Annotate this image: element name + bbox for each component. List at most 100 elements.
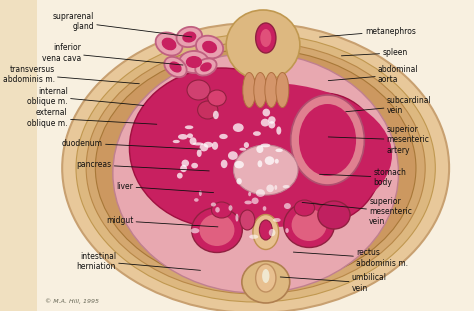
Text: spleen: spleen — [341, 49, 408, 57]
Text: transversus
abdominis m.: transversus abdominis m. — [3, 65, 139, 84]
Text: rectus
abdominis m.: rectus abdominis m. — [293, 248, 408, 268]
Ellipse shape — [179, 51, 209, 73]
Ellipse shape — [276, 72, 289, 108]
Ellipse shape — [62, 23, 449, 311]
Ellipse shape — [176, 27, 202, 47]
Ellipse shape — [187, 80, 210, 100]
Ellipse shape — [259, 220, 272, 240]
Ellipse shape — [180, 165, 187, 172]
Text: pancreas: pancreas — [76, 160, 209, 171]
Ellipse shape — [234, 161, 244, 168]
Ellipse shape — [198, 101, 218, 119]
Ellipse shape — [187, 133, 193, 138]
Ellipse shape — [178, 134, 188, 140]
Ellipse shape — [113, 53, 399, 293]
Ellipse shape — [200, 214, 235, 246]
Ellipse shape — [292, 209, 327, 241]
Text: superior
mesenteric
vein: superior mesenteric vein — [302, 197, 412, 226]
Ellipse shape — [239, 148, 246, 151]
Ellipse shape — [164, 57, 187, 77]
Ellipse shape — [269, 229, 275, 236]
Ellipse shape — [182, 31, 196, 43]
Ellipse shape — [261, 119, 269, 127]
Text: metanephros: metanephros — [319, 27, 416, 37]
Ellipse shape — [202, 41, 217, 53]
Ellipse shape — [299, 104, 356, 176]
Ellipse shape — [185, 125, 193, 129]
Ellipse shape — [208, 90, 226, 106]
Ellipse shape — [275, 149, 283, 152]
Ellipse shape — [245, 201, 252, 204]
Ellipse shape — [212, 142, 218, 150]
Ellipse shape — [199, 190, 202, 196]
Ellipse shape — [273, 218, 281, 222]
Text: duodenum: duodenum — [62, 139, 201, 149]
Ellipse shape — [274, 185, 277, 190]
Ellipse shape — [234, 145, 298, 195]
Ellipse shape — [228, 151, 238, 160]
Ellipse shape — [200, 144, 208, 151]
Ellipse shape — [191, 207, 242, 253]
Ellipse shape — [215, 207, 220, 212]
Ellipse shape — [182, 160, 189, 167]
Ellipse shape — [213, 111, 219, 119]
Text: intestinal
herniation: intestinal herniation — [76, 252, 201, 271]
Ellipse shape — [200, 62, 212, 72]
Ellipse shape — [197, 149, 202, 157]
Ellipse shape — [196, 36, 223, 58]
Ellipse shape — [191, 163, 198, 168]
Ellipse shape — [294, 200, 315, 216]
Ellipse shape — [190, 137, 197, 145]
Text: midgut: midgut — [106, 216, 218, 227]
Ellipse shape — [260, 29, 271, 47]
Text: liver: liver — [117, 182, 214, 193]
Ellipse shape — [237, 178, 242, 184]
Ellipse shape — [177, 173, 182, 179]
Ellipse shape — [236, 214, 238, 222]
Ellipse shape — [76, 34, 435, 302]
Ellipse shape — [284, 202, 335, 248]
Ellipse shape — [265, 72, 278, 108]
Ellipse shape — [248, 192, 251, 196]
Ellipse shape — [284, 203, 291, 209]
Ellipse shape — [285, 228, 289, 233]
Ellipse shape — [268, 116, 275, 124]
Ellipse shape — [263, 93, 383, 223]
Ellipse shape — [266, 184, 274, 192]
Ellipse shape — [252, 197, 259, 204]
Ellipse shape — [244, 142, 249, 148]
Ellipse shape — [226, 10, 300, 80]
Ellipse shape — [95, 49, 416, 287]
Ellipse shape — [134, 82, 392, 228]
Ellipse shape — [256, 189, 265, 197]
Ellipse shape — [193, 142, 203, 146]
Ellipse shape — [211, 202, 216, 207]
Ellipse shape — [173, 140, 180, 143]
Ellipse shape — [291, 95, 365, 185]
Ellipse shape — [129, 68, 314, 228]
Text: suprarenal
gland: suprarenal gland — [53, 12, 192, 37]
Text: inferior
vena cava: inferior vena cava — [42, 43, 183, 65]
Ellipse shape — [283, 185, 290, 188]
Text: superior
mesenteric
artery: superior mesenteric artery — [328, 125, 429, 155]
Text: internal
oblique m.: internal oblique m. — [27, 87, 144, 106]
Ellipse shape — [86, 42, 425, 294]
Ellipse shape — [318, 201, 350, 229]
Text: stomach
body: stomach body — [319, 168, 406, 187]
Ellipse shape — [221, 160, 228, 168]
Ellipse shape — [260, 144, 270, 147]
Ellipse shape — [219, 134, 228, 139]
Ellipse shape — [264, 156, 274, 165]
Ellipse shape — [162, 38, 176, 50]
Ellipse shape — [186, 56, 202, 68]
Ellipse shape — [257, 160, 262, 167]
Ellipse shape — [253, 131, 261, 136]
Ellipse shape — [275, 159, 279, 164]
Ellipse shape — [195, 58, 217, 76]
Text: external
oblique m.: external oblique m. — [27, 109, 157, 128]
Ellipse shape — [243, 72, 255, 108]
Ellipse shape — [211, 202, 232, 218]
Text: abdominal
aorta: abdominal aorta — [328, 65, 419, 84]
Ellipse shape — [256, 145, 264, 153]
Ellipse shape — [228, 205, 232, 211]
